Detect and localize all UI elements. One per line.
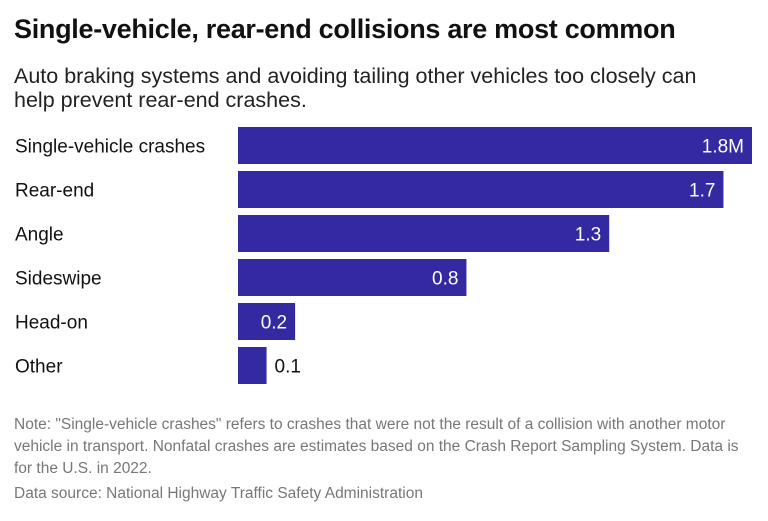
bar (238, 171, 724, 208)
chart-title: Single-vehicle, rear-end collisions are … (14, 14, 676, 44)
category-label: Other (15, 357, 63, 378)
data-label: 0.2 (261, 313, 287, 334)
bar (238, 215, 610, 252)
category-label: Head-on (15, 313, 88, 334)
category-label: Angle (15, 225, 64, 246)
category-label: Sideswipe (15, 269, 102, 290)
chart-note: Note: "Single-vehicle crashes" refers to… (14, 416, 739, 477)
bar (238, 127, 752, 164)
bar (238, 347, 267, 384)
data-label: 1.3 (575, 225, 601, 246)
bar-chart: Single-vehicle crashes 1.8M Rear-end 1.7 Ang… (15, 127, 752, 384)
bar (238, 303, 296, 340)
data-source: Data source: National Highway Traffic Sa… (14, 485, 423, 502)
chart-subtitle: Auto braking systems and avoiding tailin… (14, 64, 697, 112)
category-label: Single-vehicle crashes (15, 137, 205, 158)
data-label: 1.7 (689, 181, 715, 202)
bar (238, 259, 467, 296)
category-label: Rear-end (15, 181, 94, 202)
data-label: 0.8 (432, 269, 458, 290)
data-label: 1.8M (702, 137, 744, 158)
data-label: 0.1 (275, 357, 301, 378)
